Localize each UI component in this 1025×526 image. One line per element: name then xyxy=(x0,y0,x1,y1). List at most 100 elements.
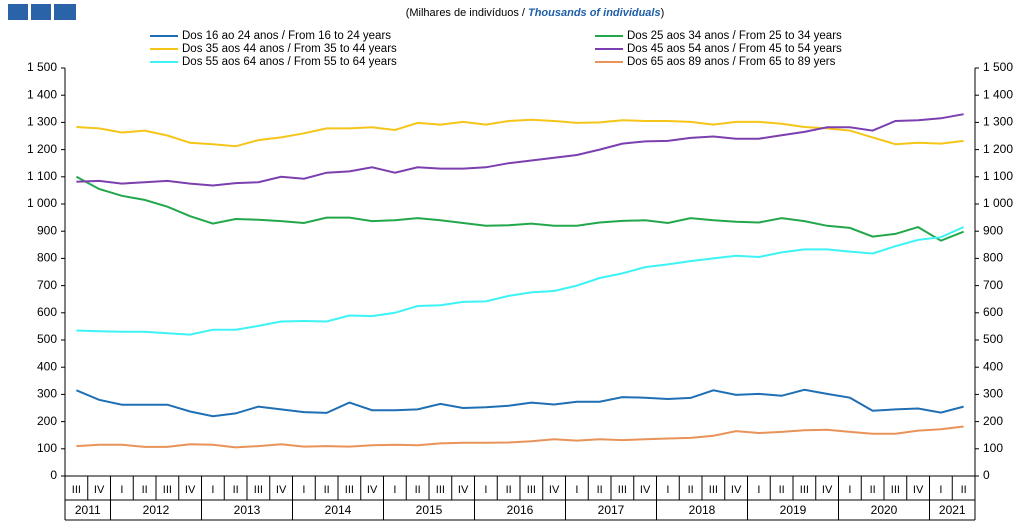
x-tick-label: III xyxy=(345,484,354,496)
x-tick-label: II xyxy=(597,484,603,496)
y2-tick-label: 0 xyxy=(983,468,990,482)
year-label: 2020 xyxy=(871,503,898,517)
x-tick-label: II xyxy=(233,484,239,496)
x-tick-label: IV xyxy=(822,484,833,496)
x-tick-label: III xyxy=(800,484,809,496)
series-line xyxy=(76,425,964,449)
y2-tick-label: 1 500 xyxy=(983,60,1013,74)
x-tick-label: I xyxy=(393,484,396,496)
y-tick-label: 1 300 xyxy=(27,115,57,129)
x-tick-label: IV xyxy=(276,484,287,496)
y-tick-label: 600 xyxy=(37,305,57,319)
legend-label: Dos 55 aos 64 anos / From 55 to 64 years xyxy=(182,56,397,68)
y2-tick-label: 100 xyxy=(983,441,1003,455)
year-label: 2019 xyxy=(780,503,807,517)
y2-tick-label: 300 xyxy=(983,387,1003,401)
legend-label: Dos 65 aos 89 anos / From 65 to 89 yers xyxy=(627,56,836,68)
year-label: 2021 xyxy=(939,503,966,517)
x-tick-label: I xyxy=(848,484,851,496)
y-tick-label: 700 xyxy=(37,278,57,292)
x-tick-label: IV xyxy=(185,484,196,496)
year-label: 2011 xyxy=(75,503,101,517)
x-tick-label: III xyxy=(436,484,445,496)
x-tick-label: II xyxy=(779,484,785,496)
series-line xyxy=(76,226,965,336)
series-line xyxy=(75,175,964,242)
subtitle-part: ) xyxy=(661,7,665,19)
logo-square xyxy=(54,4,76,20)
y2-tick-label: 700 xyxy=(983,278,1003,292)
y2-tick-label: 1 200 xyxy=(983,142,1013,156)
x-tick-label: II xyxy=(688,484,694,496)
year-label: 2015 xyxy=(416,503,443,517)
y2-tick-label: 1 100 xyxy=(983,169,1013,183)
y-tick-label: 800 xyxy=(37,251,57,265)
x-tick-label: II xyxy=(415,484,421,496)
x-tick-label: III xyxy=(72,484,81,496)
x-tick-label: IV xyxy=(640,484,651,496)
legend-label: Dos 25 aos 34 anos / From 25 to 34 years xyxy=(627,30,842,42)
x-tick-label: I xyxy=(484,484,487,496)
x-tick-label: II xyxy=(870,484,876,496)
year-label: 2012 xyxy=(143,503,170,517)
year-label: 2013 xyxy=(234,503,261,517)
x-tick-label: III xyxy=(527,484,536,496)
x-tick-label: I xyxy=(939,484,942,496)
y-tick-label: 200 xyxy=(37,414,57,428)
x-tick-label: I xyxy=(575,484,578,496)
y-tick-label: 300 xyxy=(37,387,57,401)
y-tick-label: 1 100 xyxy=(27,169,57,183)
x-tick-label: II xyxy=(142,484,148,496)
y2-tick-label: 1 300 xyxy=(983,115,1013,129)
subtitle-part: (Milhares de indivíduos / xyxy=(406,7,528,19)
series-line xyxy=(76,113,964,187)
logo-square xyxy=(31,4,51,20)
x-tick-label: III xyxy=(163,484,172,496)
y2-tick-label: 900 xyxy=(983,223,1003,237)
y2-tick-label: 600 xyxy=(983,305,1003,319)
y-tick-label: 400 xyxy=(37,359,57,373)
x-tick-label: III xyxy=(709,484,718,496)
x-tick-label: III xyxy=(618,484,627,496)
x-tick-label: IV xyxy=(549,484,560,496)
x-tick-label: II xyxy=(506,484,512,496)
y-tick-label: 1 400 xyxy=(27,87,57,101)
x-tick-label: I xyxy=(120,484,123,496)
subtitle-part: Thousands of individuals xyxy=(528,7,661,19)
y-tick-label: 0 xyxy=(50,468,57,482)
x-tick-label: I xyxy=(211,484,214,496)
x-tick-label: II xyxy=(961,484,967,496)
x-tick-label: IV xyxy=(913,484,924,496)
year-label: 2014 xyxy=(325,503,352,517)
y-tick-label: 500 xyxy=(37,332,57,346)
x-tick-label: IV xyxy=(94,484,105,496)
year-label: 2016 xyxy=(507,503,534,517)
x-tick-label: I xyxy=(302,484,305,496)
series-line xyxy=(76,388,964,418)
year-label: 2018 xyxy=(689,503,716,517)
x-tick-label: II xyxy=(324,484,330,496)
x-tick-label: IV xyxy=(367,484,378,496)
x-tick-label: III xyxy=(891,484,900,496)
y2-tick-label: 1 000 xyxy=(983,196,1013,210)
y-tick-label: 1 200 xyxy=(27,142,57,156)
y-tick-label: 1 000 xyxy=(27,196,57,210)
y2-tick-label: 400 xyxy=(983,359,1003,373)
legend-label: Dos 45 aos 54 anos / From 45 to 54 years xyxy=(627,43,842,55)
y2-tick-label: 800 xyxy=(983,251,1003,265)
legend-label: Dos 35 aos 44 anos / From 35 to 44 years xyxy=(182,43,397,55)
x-tick-label: I xyxy=(757,484,760,496)
x-tick-label: IV xyxy=(458,484,469,496)
y-tick-label: 1 500 xyxy=(27,60,57,74)
y2-tick-label: 500 xyxy=(983,332,1003,346)
y-tick-label: 900 xyxy=(37,223,57,237)
y2-tick-label: 1 400 xyxy=(983,87,1013,101)
x-tick-label: IV xyxy=(731,484,742,496)
series-line xyxy=(76,118,964,148)
subtitle: (Milhares de indivíduos / Thousands of i… xyxy=(406,7,665,19)
logo-square xyxy=(8,4,28,20)
x-tick-label: I xyxy=(666,484,669,496)
y-tick-label: 100 xyxy=(37,441,57,455)
legend-label: Dos 16 ao 24 anos / From 16 to 24 years xyxy=(182,30,391,42)
